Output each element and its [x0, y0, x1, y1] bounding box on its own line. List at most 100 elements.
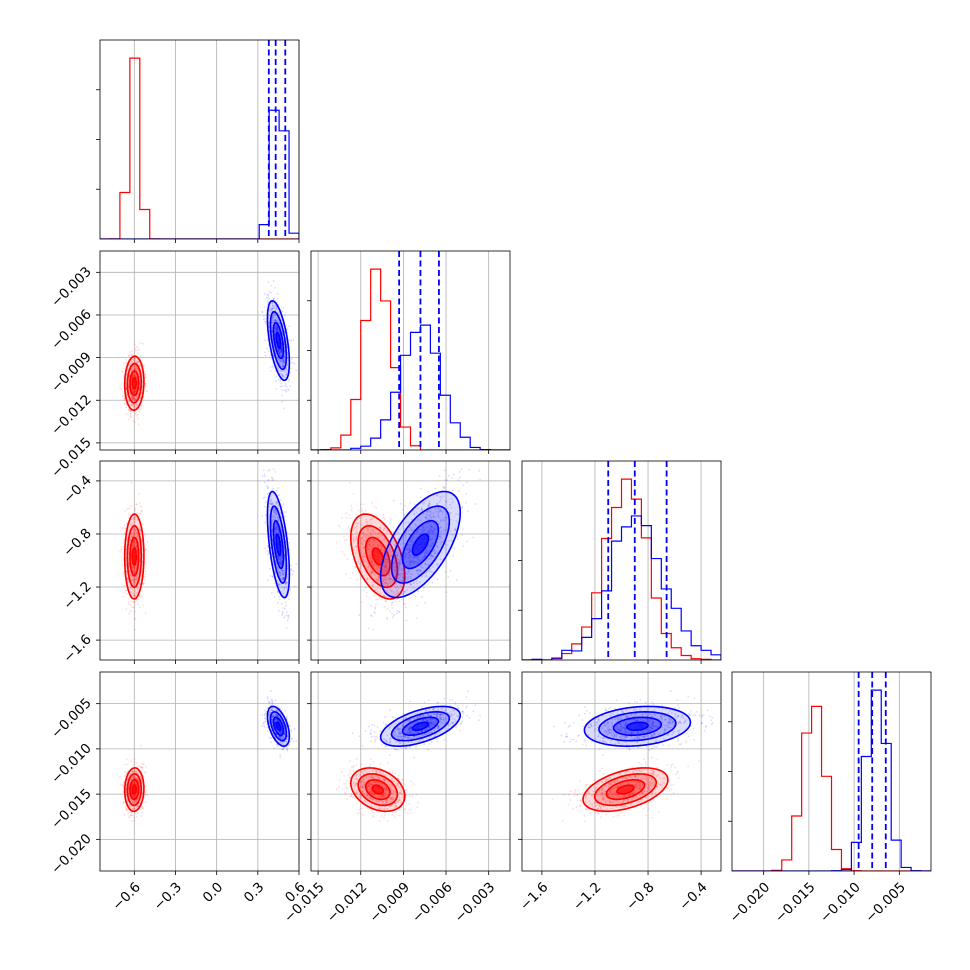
scatter-point: [295, 563, 298, 565]
scatter-point: [133, 533, 136, 535]
scatter-point: [367, 541, 369, 544]
scatter-point: [126, 577, 129, 580]
scatter-point: [382, 549, 385, 552]
scatter-point: [267, 281, 270, 283]
scatter-point: [357, 571, 360, 574]
scatter-point: [372, 531, 375, 534]
scatter-point: [397, 552, 400, 555]
scatter-point: [133, 391, 136, 394]
panel-marks: [100, 40, 299, 239]
scatter-point: [134, 570, 136, 573]
scatter-point: [274, 370, 277, 372]
scatter-point: [276, 554, 279, 557]
scatter-point: [278, 353, 281, 356]
scatter-point: [404, 591, 407, 593]
scatter-point: [358, 614, 361, 616]
density-contour: [275, 331, 282, 350]
scatter-point: [273, 534, 276, 537]
scatter-point: [138, 584, 141, 586]
scatter-point: [276, 325, 278, 328]
scatter-point: [134, 389, 137, 392]
scatter-point: [468, 468, 471, 471]
scatter-point: [404, 590, 406, 593]
scatter-point: [456, 537, 459, 540]
scatter-point: [277, 584, 280, 586]
scatter-point: [279, 350, 282, 353]
scatter-point: [389, 548, 392, 551]
scatter-point: [370, 554, 372, 557]
scatter-point: [382, 580, 384, 582]
scatter-point: [132, 579, 135, 582]
panel-2-1: [307, 460, 511, 664]
scatter-point: [278, 352, 281, 355]
scatter-point: [434, 487, 437, 490]
scatter-point: [375, 603, 377, 606]
scatter-point: [127, 367, 130, 370]
scatter-point: [276, 319, 279, 322]
scatter-point: [415, 617, 418, 620]
scatter-point: [277, 517, 280, 520]
scatter-point: [285, 582, 287, 584]
scatter-point: [134, 571, 136, 574]
scatter-point: [135, 395, 137, 398]
scatter-point: [379, 528, 382, 530]
scatter-point: [134, 601, 137, 604]
scatter-point: [278, 350, 281, 353]
scatter-point: [381, 534, 384, 537]
scatter-point: [283, 554, 286, 557]
scatter-point: [270, 524, 273, 527]
scatter-point: [362, 589, 365, 591]
scatter-point: [128, 350, 131, 353]
scatter-point: [416, 604, 419, 607]
scatter-point: [279, 561, 281, 564]
scatter-point: [133, 374, 136, 376]
scatter-point: [361, 510, 364, 513]
scatter-point: [392, 499, 395, 502]
scatter-point: [132, 390, 135, 393]
scatter-point: [288, 541, 291, 544]
scatter-point: [280, 563, 282, 565]
scatter-point: [459, 476, 461, 479]
scatter-point: [275, 527, 278, 530]
scatter-point: [270, 321, 273, 324]
scatter-point: [134, 578, 136, 581]
scatter-point: [373, 594, 376, 597]
scatter-point: [388, 522, 391, 524]
panel-marks: [311, 251, 510, 450]
scatter-point: [467, 510, 470, 512]
panel-frame: [99, 460, 300, 661]
scatter-point: [133, 365, 136, 368]
scatter-point: [280, 347, 283, 350]
scatter-point: [355, 549, 358, 552]
scatter-point: [290, 339, 293, 342]
scatter-point: [144, 573, 146, 576]
scatter-point: [127, 601, 130, 604]
scatter-point: [134, 366, 136, 369]
scatter-point: [134, 588, 137, 590]
scatter-point: [274, 525, 277, 528]
scatter-point: [273, 518, 275, 521]
scatter-point: [128, 389, 131, 392]
scatter-point: [271, 302, 274, 305]
scatter-point: [402, 508, 405, 511]
scatter-point: [131, 374, 134, 377]
scatter-point: [292, 339, 295, 341]
scatter-point: [141, 562, 144, 564]
scatter-point: [276, 525, 279, 527]
scatter-point: [368, 526, 371, 529]
scatter-point: [135, 369, 138, 372]
scatter-point: [285, 627, 288, 630]
scatter-point: [128, 399, 131, 402]
scatter-point: [360, 516, 363, 519]
scatter-point: [140, 406, 143, 409]
scatter-point: [285, 368, 287, 370]
scatter-point: [395, 568, 397, 571]
scatter-point: [279, 555, 282, 558]
scatter-point: [132, 582, 135, 585]
scatter-point: [121, 546, 123, 549]
scatter-point: [135, 396, 138, 398]
scatter-point: [357, 560, 359, 563]
scatter-point: [282, 365, 285, 368]
scatter-point: [360, 601, 363, 604]
scatter-point: [143, 364, 145, 367]
